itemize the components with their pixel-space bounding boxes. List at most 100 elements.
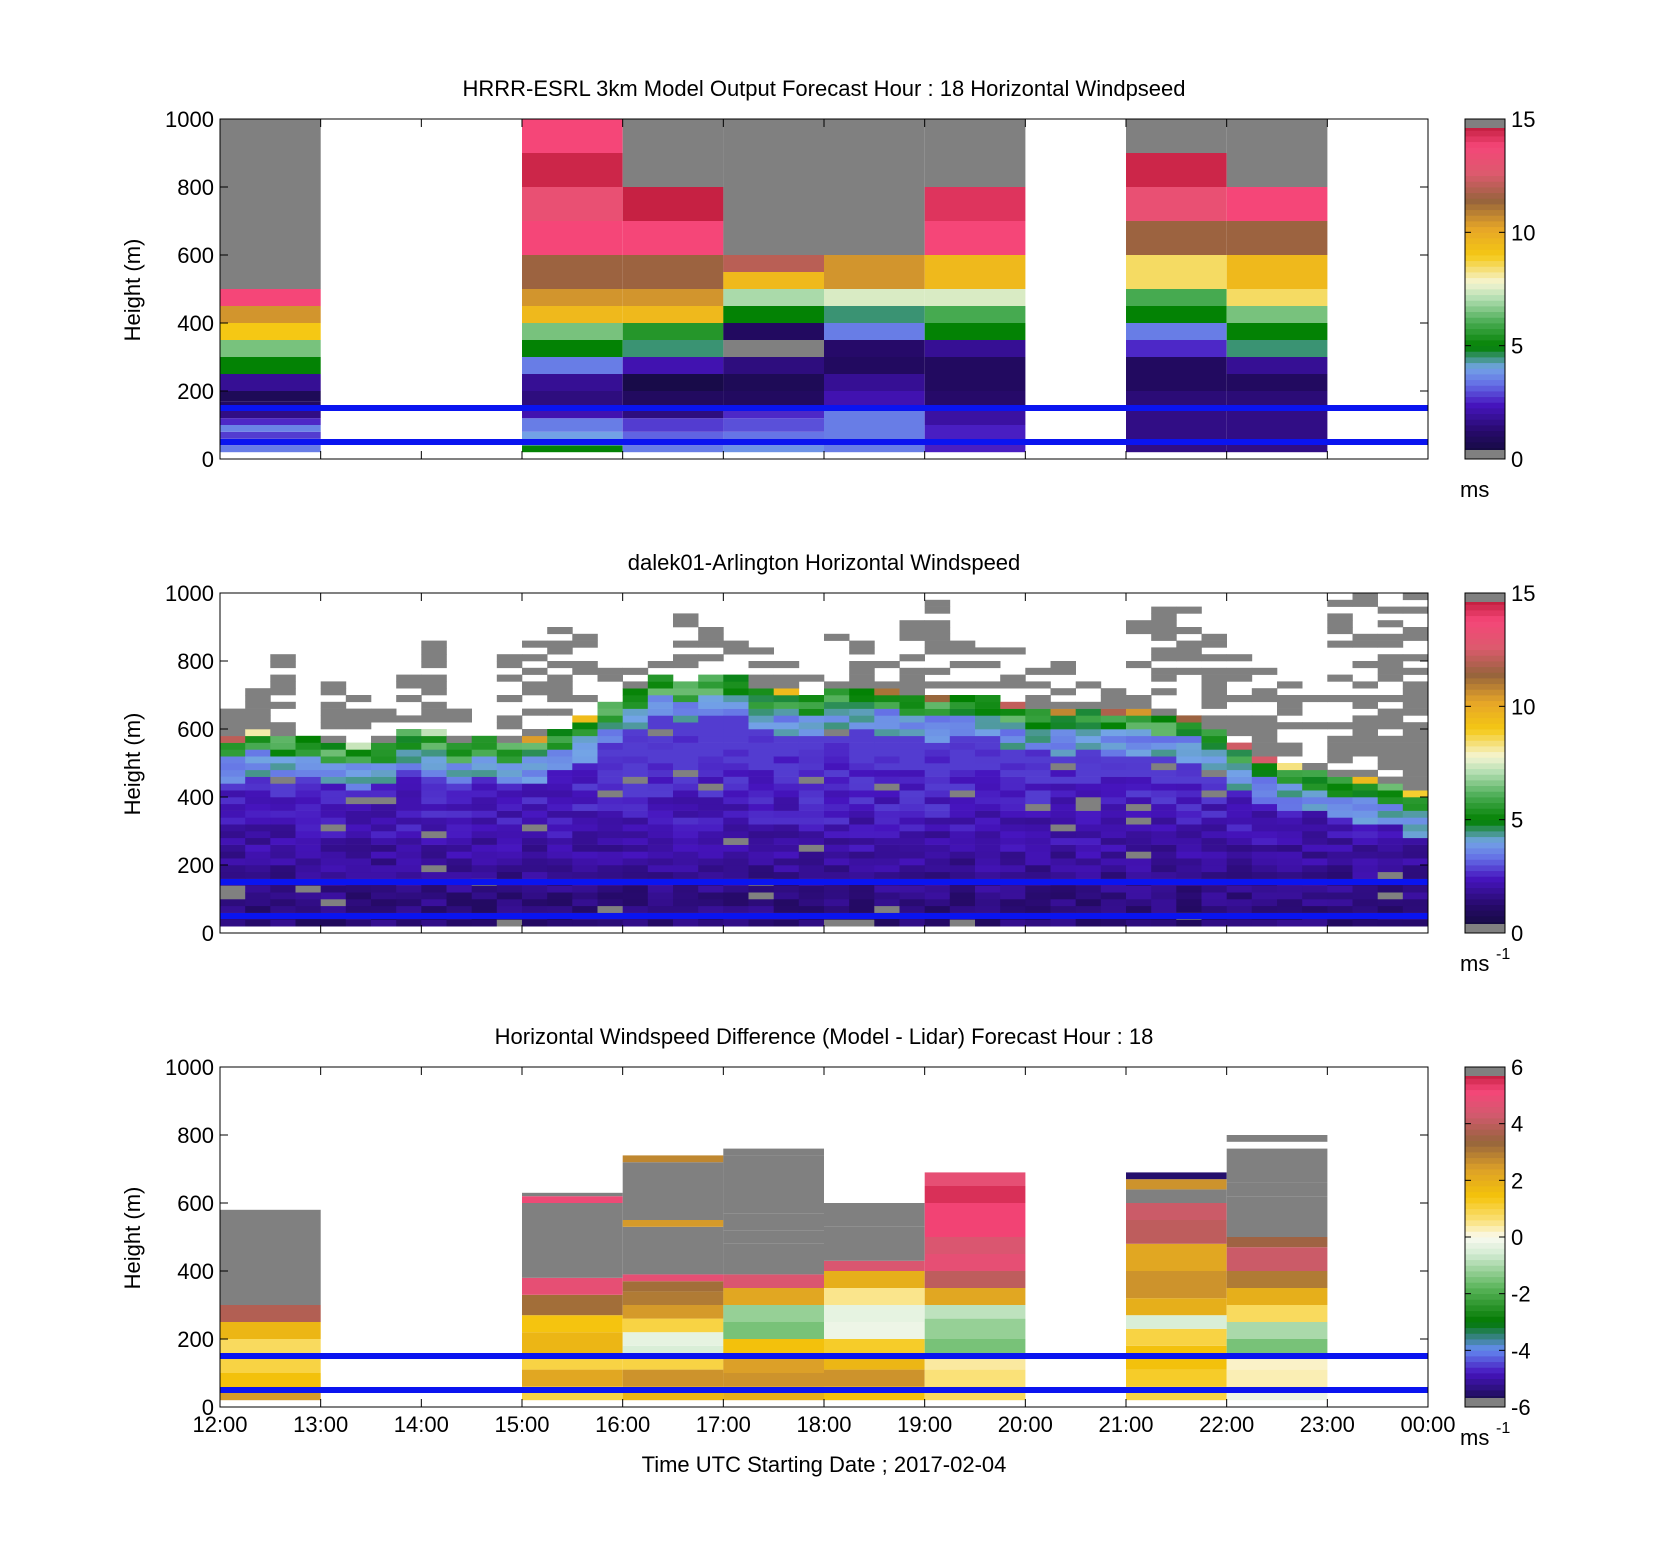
heatmap-cell — [622, 803, 649, 811]
heatmap-cell — [220, 431, 321, 439]
heatmap-cell — [622, 667, 649, 675]
colorbar-swatch — [1465, 848, 1505, 855]
heatmap-cell — [1226, 810, 1253, 818]
heatmap-cell — [874, 742, 900, 750]
heatmap-cell — [396, 749, 422, 757]
heatmap-cell — [1050, 776, 1076, 784]
colorbar-swatch — [1465, 740, 1505, 747]
heatmap-cell — [647, 803, 674, 811]
heatmap-cell — [1251, 667, 1278, 675]
heatmap-cell — [1126, 1271, 1227, 1299]
heatmap-cell — [421, 831, 447, 839]
heatmap-cell — [1100, 783, 1127, 791]
heatmap-cell — [647, 919, 674, 927]
heatmap-cell — [1025, 797, 1051, 805]
colorbar-swatch — [1465, 734, 1505, 741]
heatmap-cell — [1327, 797, 1353, 805]
heatmap-cell — [496, 742, 523, 750]
heatmap-cell — [1126, 1179, 1227, 1190]
heatmap-cell — [975, 735, 1001, 743]
heatmap-cell — [1151, 620, 1177, 628]
heatmap-cell — [975, 776, 1001, 784]
colorbar-swatch — [1465, 1367, 1505, 1374]
heatmap-cell — [849, 688, 875, 696]
heatmap-cell — [949, 858, 976, 866]
colorbar-swatch — [1465, 232, 1505, 239]
heatmap-cell — [723, 408, 824, 419]
heatmap-cell — [1251, 905, 1278, 913]
heatmap-cell — [1352, 810, 1378, 818]
heatmap-cell — [622, 688, 649, 696]
heatmap-cell — [1226, 1305, 1328, 1322]
heatmap-cell — [723, 905, 749, 913]
heatmap-cell — [1352, 599, 1378, 607]
heatmap-cell — [622, 1369, 724, 1387]
heatmap-cell — [622, 708, 649, 716]
heatmap-cell — [1251, 831, 1278, 839]
heatmap-cell — [1201, 810, 1227, 818]
heatmap-cell — [1000, 674, 1026, 682]
colorbar-swatch — [1465, 757, 1505, 764]
heatmap-cell — [1000, 647, 1026, 655]
heatmap-cell — [1025, 729, 1051, 737]
heatmap-cell — [345, 742, 372, 750]
panel-title: dalek01-Arlington Horizontal Windspeed — [628, 550, 1021, 575]
heatmap-cell — [245, 899, 271, 907]
colorbar-swatch — [1465, 1220, 1505, 1227]
heatmap-cell — [496, 715, 523, 723]
heatmap-cell — [547, 681, 573, 689]
heatmap-cell — [1100, 729, 1127, 737]
heatmap-cell — [798, 858, 825, 866]
heatmap-cell — [295, 851, 321, 859]
colorbar-swatch — [1465, 1350, 1505, 1357]
heatmap-cell — [371, 708, 397, 716]
heatmap-cell — [597, 871, 623, 879]
heatmap-cell — [975, 905, 1001, 913]
colorbar-swatch — [1465, 797, 1505, 804]
heatmap-cell — [572, 729, 598, 737]
heatmap-cell — [1226, 1237, 1328, 1248]
heatmap-cell — [1100, 817, 1127, 825]
heatmap-cell — [1377, 661, 1404, 669]
heatmap-cell — [295, 749, 321, 757]
heatmap-cell — [1050, 661, 1076, 669]
x-tick-label: 16:00 — [595, 1412, 650, 1437]
heatmap-cell — [396, 858, 422, 866]
heatmap-cell — [1050, 722, 1076, 730]
heatmap-cell — [245, 871, 271, 879]
heatmap-cell — [547, 871, 573, 879]
x-tick-label: 22:00 — [1199, 1412, 1254, 1437]
heatmap-cell — [220, 905, 246, 913]
heatmap-cell — [622, 187, 724, 221]
heatmap-cell — [1176, 797, 1202, 805]
colorbar-tick-label: 0 — [1511, 447, 1523, 472]
heatmap-cell — [1050, 858, 1076, 866]
heatmap-cell — [949, 790, 976, 798]
heatmap-cell — [1377, 803, 1404, 811]
heatmap-cell — [1226, 715, 1253, 723]
colorbar-swatch — [1465, 1135, 1505, 1142]
heatmap-cell — [647, 735, 674, 743]
heatmap-cell — [471, 892, 498, 900]
heatmap-cell — [1126, 340, 1227, 357]
heatmap-cell — [1100, 837, 1127, 845]
heatmap-cell — [924, 722, 951, 730]
heatmap-cell — [1151, 790, 1177, 798]
difference-panel: Horizontal Windspeed Difference (Model -… — [120, 1024, 1531, 1450]
heatmap-cell — [1126, 749, 1152, 757]
colorbar-swatch — [1465, 1084, 1505, 1091]
heatmap-cell — [647, 871, 674, 879]
heatmap-cell — [874, 708, 900, 716]
heatmap-cell — [1075, 858, 1102, 866]
colorbar-swatch — [1465, 402, 1505, 409]
heatmap-cell — [975, 708, 1001, 716]
heatmap-cell — [924, 599, 951, 607]
heatmap-cell — [924, 763, 951, 771]
heatmap-cell — [396, 769, 422, 777]
heatmap-cell — [622, 408, 724, 419]
heatmap-cell — [849, 742, 875, 750]
heatmap-cell — [220, 749, 246, 757]
colorbar-swatch — [1465, 425, 1505, 432]
heatmap-cell — [824, 763, 850, 771]
colorbar-swatch — [1465, 853, 1505, 860]
